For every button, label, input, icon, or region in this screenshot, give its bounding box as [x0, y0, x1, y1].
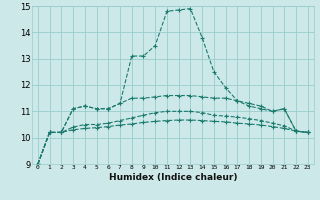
X-axis label: Humidex (Indice chaleur): Humidex (Indice chaleur) [108, 173, 237, 182]
